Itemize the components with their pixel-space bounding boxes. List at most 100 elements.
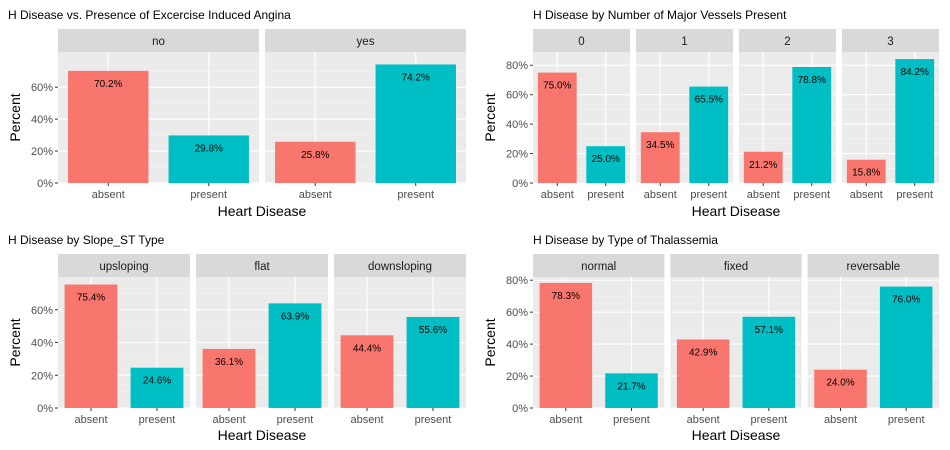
bar-value-label: 21.7% [617, 381, 645, 392]
x-tick-label: absent [747, 189, 780, 201]
x-tick-label: absent [644, 189, 677, 201]
x-tick-label: absent [541, 189, 574, 201]
x-tick-label: absent [687, 414, 720, 426]
bar-present [268, 303, 322, 408]
strip-background [842, 29, 939, 52]
bar-value-label: 75.0% [543, 81, 571, 92]
facet-panel-upsloping: upsloping 75.4% absent 24.6% present [58, 254, 190, 426]
bar-present [792, 67, 832, 183]
bar-absent [743, 151, 783, 183]
bar-present [742, 316, 796, 408]
facet-panel-reversable: reversable 24.0% absent 76.0% present [807, 254, 939, 426]
bar-value-label: 57.1% [755, 325, 783, 336]
bar-value-label: 78.8% [798, 75, 826, 86]
chart-1: H Disease vs. Presence of Excercise Indu… [7, 8, 466, 219]
y-tick-label: 80% [506, 60, 528, 72]
x-tick-label: absent [824, 414, 857, 426]
bar-absent [640, 132, 680, 183]
strip-background [533, 254, 665, 277]
x-tick-label: present [750, 414, 787, 426]
bar-present [879, 286, 933, 408]
strip-background [670, 254, 802, 277]
strip-background [739, 29, 836, 52]
bar-present [605, 373, 658, 408]
bar-value-label: 78.3% [552, 291, 580, 302]
facet-panel-2: 2 21.2% absent 78.8% present [739, 29, 836, 201]
y-axis-title: Percent [7, 93, 23, 141]
bar-value-label: 29.8% [195, 143, 223, 154]
strip-label: normal [581, 261, 616, 273]
strip-background [265, 29, 466, 52]
x-tick-label: absent [212, 414, 245, 426]
x-tick-label: present [587, 189, 624, 201]
bar-value-label: 42.9% [689, 347, 717, 358]
y-tick-label: 20% [31, 146, 53, 158]
bar-value-label: 25.8% [301, 150, 329, 161]
chart-title: H Disease by Slope_ST Type [8, 233, 165, 247]
x-tick-label: absent [850, 189, 883, 201]
bar-value-label: 70.2% [94, 79, 122, 90]
bar-absent [275, 141, 356, 183]
bar-value-label: 74.2% [402, 72, 430, 83]
bar-absent [64, 284, 118, 408]
strip-label: no [152, 36, 165, 48]
x-tick-label: present [415, 414, 452, 426]
bar-present [689, 86, 729, 183]
bar-value-label: 65.5% [695, 95, 723, 106]
y-tick-label: 0% [512, 178, 528, 190]
x-tick-label: absent [299, 189, 332, 201]
facet-panel-0: 0 75.0% absent 25.0% present [533, 29, 630, 201]
x-axis-title: Heart Disease [692, 203, 781, 219]
strip-label: downsloping [368, 261, 432, 273]
strip-background [636, 29, 733, 52]
bar-present [406, 316, 460, 408]
strip-label: flat [254, 261, 270, 273]
chart-title: H Disease by Number of Major Vessels Pre… [533, 8, 787, 22]
bar-value-label: 44.4% [353, 343, 381, 354]
strip-background [533, 29, 630, 52]
y-tick-label: 20% [506, 371, 528, 383]
bar-value-label: 84.2% [901, 67, 929, 78]
bar-value-label: 75.4% [77, 293, 105, 304]
y-tick-label: 60% [31, 82, 53, 94]
y-tick-label: 40% [31, 338, 53, 350]
strip-background [334, 254, 466, 277]
facet-panel-normal: normal 78.3% absent 21.7% present [533, 254, 665, 426]
y-axis-title: Percent [482, 318, 498, 366]
bar-value-label: 55.6% [419, 325, 447, 336]
facet-panel-no: no 70.2% absent 29.8% present [58, 29, 259, 201]
strip-label: reversable [846, 261, 900, 273]
bar-value-label: 15.8% [852, 168, 880, 179]
bar-value-label: 24.6% [143, 376, 171, 387]
chart-4: H Disease by Type of Thalassemia 0% 20% 40%… [482, 233, 939, 443]
y-tick-label: 60% [506, 90, 528, 102]
x-tick-label: present [397, 189, 434, 201]
y-tick-label: 0% [37, 178, 53, 190]
bar-value-label: 24.0% [826, 378, 854, 389]
bar-value-label: 76.0% [892, 295, 920, 306]
chart-title: H Disease by Type of Thalassemia [533, 233, 718, 247]
facet-panel-yes: yes 25.8% absent 74.2% present [265, 29, 466, 201]
y-tick-label: 40% [506, 339, 528, 351]
y-tick-label: 60% [506, 307, 528, 319]
bar-absent [68, 70, 149, 183]
strip-label: 1 [681, 36, 687, 48]
bar-absent [676, 339, 730, 408]
bar-present [168, 135, 249, 183]
x-tick-label: present [888, 414, 925, 426]
y-tick-label: 0% [512, 403, 528, 415]
chart-2: H Disease by Number of Major Vessels Pre… [482, 8, 939, 219]
y-axis-title: Percent [7, 318, 23, 366]
x-axis-title: Heart Disease [218, 427, 307, 443]
x-tick-label: absent [74, 414, 107, 426]
x-tick-label: present [139, 414, 176, 426]
bar-value-label: 36.1% [215, 357, 243, 368]
strip-label: yes [357, 36, 375, 48]
bar-absent [814, 369, 867, 408]
facet-panel-downsloping: downsloping 44.4% absent 55.6% present [334, 254, 466, 426]
chart-3: H Disease by Slope_ST Type 0% 20% 40% 60% ups… [7, 233, 466, 443]
bar-value-label: 25.0% [592, 154, 620, 165]
x-tick-label: absent [549, 414, 582, 426]
x-tick-label: absent [92, 189, 125, 201]
